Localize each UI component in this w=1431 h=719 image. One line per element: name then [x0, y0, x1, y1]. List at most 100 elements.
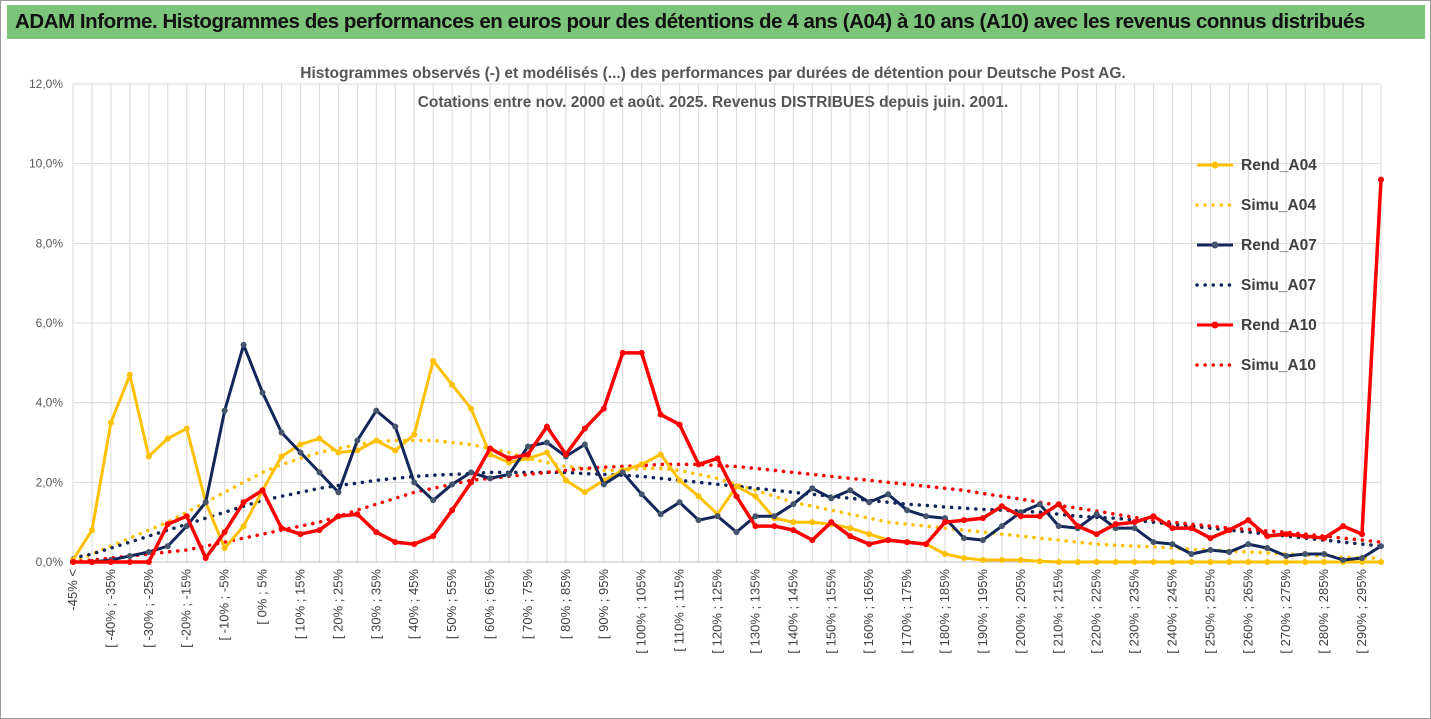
legend-label: Rend_A10 — [1241, 317, 1317, 334]
x-tick-label: [ 260% ; 265% — [1240, 569, 1255, 654]
chart-title: Histogrammes observés (-) et modélisés (… — [300, 65, 1125, 82]
data-point — [1264, 559, 1271, 565]
series-rend-a10 — [70, 176, 1384, 565]
x-tick-label: [ 280% ; 285% — [1316, 569, 1331, 654]
data-point — [695, 461, 702, 468]
data-point — [335, 489, 342, 496]
data-point — [1340, 557, 1347, 564]
data-point — [1188, 525, 1195, 532]
data-point — [809, 537, 816, 544]
data-point — [638, 491, 645, 498]
data-point — [619, 469, 626, 476]
data-point — [543, 439, 550, 446]
data-point — [695, 493, 702, 500]
report-title: ADAM Informe. Histogrammes des performan… — [15, 10, 1365, 33]
data-point — [790, 519, 797, 526]
data-point — [1131, 525, 1138, 532]
x-tick-label: [ 150% ; 155% — [823, 569, 838, 654]
report-banner: ADAM Informe. Histogrammes des performan… — [7, 5, 1425, 39]
data-point — [600, 405, 607, 412]
y-tick-label: 2,0% — [36, 475, 64, 489]
legend-marker — [1211, 161, 1219, 169]
data-point — [1340, 523, 1347, 530]
data-point — [70, 559, 76, 565]
legend-item-rend-a04: Rend_A04 — [1197, 157, 1317, 174]
data-point — [373, 407, 380, 414]
data-point — [164, 521, 171, 528]
data-point — [1283, 531, 1290, 538]
data-point — [354, 437, 361, 444]
data-point — [657, 511, 664, 518]
series-line-rend-a10 — [73, 179, 1383, 564]
data-point — [1302, 551, 1309, 558]
data-point — [145, 559, 152, 565]
data-point — [581, 425, 588, 432]
data-point — [1150, 559, 1157, 565]
x-tick-label: [ 110% ; 115% — [672, 569, 687, 652]
data-point — [1245, 517, 1252, 524]
x-tick-label: [ 210% ; 215% — [1051, 569, 1066, 654]
data-point — [1074, 523, 1081, 530]
data-point — [581, 489, 588, 496]
x-tick-label: [ 230% ; 235% — [1127, 569, 1142, 654]
data-point — [1131, 559, 1138, 565]
data-point — [998, 557, 1005, 564]
data-point — [221, 529, 228, 536]
data-point — [676, 421, 683, 428]
data-point — [771, 513, 778, 520]
data-point — [1321, 551, 1328, 558]
data-point — [676, 499, 683, 506]
data-point — [657, 451, 664, 458]
data-point — [695, 517, 702, 524]
data-point — [202, 555, 209, 562]
series-simu-a04 — [71, 438, 1383, 564]
data-point — [979, 515, 986, 522]
data-point — [979, 537, 986, 544]
data-point — [1283, 553, 1290, 560]
data-point — [638, 461, 645, 468]
data-point — [468, 405, 475, 412]
data-point — [373, 437, 380, 444]
series-rend-a07 — [70, 341, 1384, 565]
series-line-simu-a07 — [71, 470, 1383, 560]
data-point — [1378, 559, 1384, 565]
data-point — [771, 523, 778, 530]
series-simu-a10 — [71, 462, 1383, 564]
data-point — [506, 455, 512, 462]
data-point — [468, 479, 475, 486]
data-point — [543, 423, 550, 430]
data-point — [145, 453, 152, 460]
data-point — [449, 507, 456, 514]
data-point — [1245, 559, 1252, 565]
series-simu-a07 — [71, 470, 1383, 560]
data-point — [543, 449, 550, 456]
data-point — [316, 527, 323, 534]
data-point — [1321, 535, 1328, 542]
data-point — [506, 471, 512, 478]
data-point — [752, 513, 759, 520]
data-point — [1112, 521, 1119, 528]
legend-label: Rend_A04 — [1241, 157, 1317, 174]
data-point — [354, 511, 361, 518]
legend-item-simu-a10: Simu_A10 — [1195, 357, 1316, 374]
data-point — [430, 533, 437, 540]
data-point — [1017, 513, 1024, 520]
data-point — [1207, 559, 1214, 565]
legend-label: Simu_A10 — [1241, 357, 1316, 374]
x-tick-label: [ 190% ; 195% — [975, 569, 990, 654]
x-tick-label: [ 60% ; 65% — [482, 569, 497, 640]
y-axis: 0,0% 2,0% 4,0% 6,0% 8,0% 10,0% 12,0% — [29, 77, 63, 569]
y-tick-label: 8,0% — [36, 236, 64, 250]
legend-label: Simu_A07 — [1241, 277, 1316, 294]
x-tick-label: [ -20% ; -15% — [179, 569, 194, 648]
data-point — [809, 519, 816, 526]
data-point — [278, 525, 285, 532]
x-tick-label: [ -10% ; -5% — [217, 569, 232, 641]
legend-item-rend-a07: Rend_A07 — [1197, 237, 1317, 254]
data-point — [183, 523, 190, 530]
legend-label: Rend_A07 — [1241, 237, 1317, 254]
x-tick-label: [ -30% ; -25% — [141, 569, 156, 648]
data-point — [733, 493, 740, 500]
